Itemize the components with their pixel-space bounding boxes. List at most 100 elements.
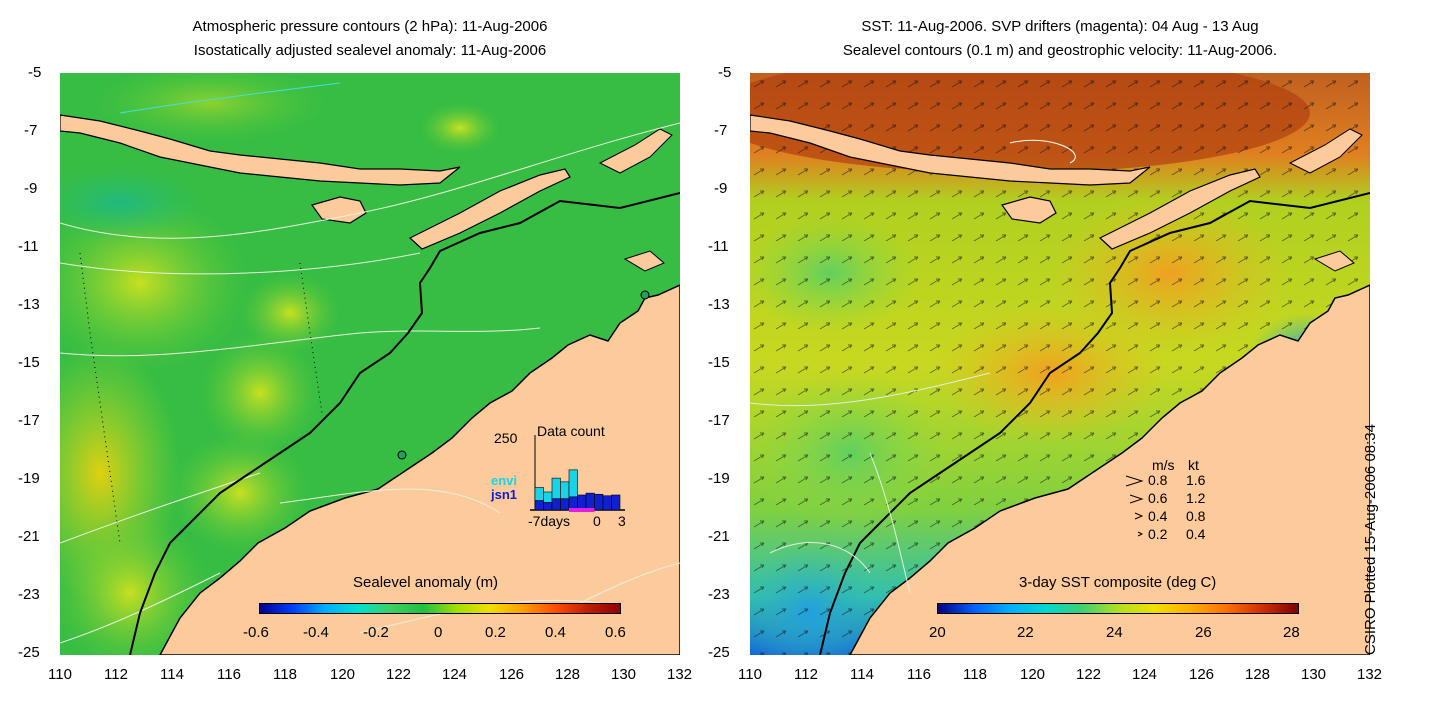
inset-xlabel-start: -7days: [528, 513, 571, 529]
inset-bar-envi: [534, 487, 544, 501]
y-tick: -25: [708, 644, 730, 661]
legend-ms: 0.4: [1148, 508, 1168, 524]
colorbar-tick: 22: [1017, 624, 1034, 641]
arrow-icon: [1125, 475, 1144, 487]
x-tick: 122: [1076, 666, 1102, 683]
y-tick: -19: [708, 470, 730, 487]
sst-colorbar-label: 3-day SST composite (deg C): [1019, 574, 1217, 591]
arrow-icon: [1129, 494, 1144, 504]
inset-bar-envi: [543, 491, 553, 503]
colorbar-tick: 26: [1195, 624, 1212, 641]
y-tick: -13: [18, 296, 40, 313]
x-tick: 114: [850, 666, 874, 683]
x-tick: 120: [1020, 666, 1046, 683]
colorbar-tick: -0.2: [363, 624, 389, 641]
y-tick: -23: [708, 586, 730, 603]
x-tick: 130: [611, 666, 637, 683]
x-tick: 124: [442, 666, 468, 683]
legend-ms: 0.8: [1148, 472, 1168, 488]
sealevel-colorbar: [259, 603, 621, 614]
y-tick: -11: [18, 238, 39, 255]
sealevel-colorbar-label: Sealevel anomaly (m): [353, 574, 499, 591]
inset-ymax-label: 250: [494, 430, 518, 446]
inset-bar-envi: [551, 477, 561, 500]
sealevel-map: [60, 73, 680, 655]
x-tick: 130: [1301, 666, 1327, 683]
right-title-line1: SST: 11-Aug-2006. SVP drifters (magenta)…: [861, 18, 1259, 35]
legend-kt: 0.8: [1186, 508, 1206, 524]
inset-bar-jsn1: [551, 498, 561, 511]
right-title-line2: Sealevel contours (0.1 m) and geostrophi…: [842, 42, 1278, 59]
left-title-line2: Isostatically adjusted sealevel anomaly:…: [193, 42, 547, 59]
inset-bar-jsn1: [577, 494, 587, 511]
colorbar-tick: -0.4: [303, 624, 329, 641]
y-tick: -21: [708, 528, 730, 545]
legend-kt: 0.4: [1186, 526, 1206, 542]
sst-colorbar: [937, 603, 1299, 614]
inset-bar-jsn1: [594, 493, 604, 511]
x-tick: 126: [1189, 666, 1215, 683]
australia-land-right: [849, 284, 1370, 655]
inset-xlabel-zero: 0: [593, 513, 601, 529]
y-tick: -19: [18, 470, 40, 487]
lesser-sunda-islands: [60, 114, 461, 186]
colorbar-tick: 0.4: [545, 624, 566, 641]
y-tick: -7: [714, 122, 728, 139]
y-tick: -17: [18, 412, 40, 429]
y-tick: -21: [18, 528, 40, 545]
x-tick: 126: [499, 666, 525, 683]
y-tick: -7: [24, 122, 38, 139]
y-tick: -9: [714, 180, 728, 197]
inset-bar-envi: [568, 469, 578, 498]
inset-title: Data count: [537, 423, 605, 439]
inset-drifter-marker: [569, 508, 595, 512]
timor-island: [408, 168, 571, 250]
colorbar-tick: 28: [1283, 624, 1300, 641]
colorbar-tick: 24: [1106, 624, 1123, 641]
inset-bar-jsn1: [611, 494, 621, 511]
x-tick: 116: [217, 666, 241, 683]
y-tick: -23: [18, 586, 40, 603]
x-tick: 120: [330, 666, 356, 683]
x-tick: 132: [1357, 666, 1383, 683]
inset-xlabel-end: 3: [618, 513, 626, 529]
x-tick: 118: [963, 666, 987, 683]
inset-bar-envi: [560, 481, 570, 500]
y-tick: -25: [18, 644, 40, 661]
x-tick: 116: [907, 666, 931, 683]
legend-header-kt: kt: [1188, 457, 1199, 473]
y-tick: -17: [708, 412, 730, 429]
x-tick: 122: [386, 666, 412, 683]
inset-bars: [530, 435, 625, 512]
y-tick: -15: [708, 354, 730, 371]
y-tick: -5: [28, 64, 42, 81]
x-tick: 114: [160, 666, 184, 683]
x-tick: 124: [1132, 666, 1158, 683]
inset-bar-jsn1: [585, 492, 595, 511]
x-tick: 132: [667, 666, 693, 683]
colorbar-tick: 0.6: [605, 624, 626, 641]
y-tick: -15: [18, 354, 40, 371]
y-tick: -9: [24, 180, 38, 197]
inset-bar-jsn1: [602, 495, 612, 511]
legend-kt: 1.6: [1186, 472, 1206, 488]
inset-bar-jsn1: [560, 498, 570, 511]
inset-legend-envi: envi: [491, 473, 518, 488]
y-tick: -13: [708, 296, 730, 313]
x-tick: 128: [1245, 666, 1271, 683]
colorbar-tick: 0: [434, 624, 443, 641]
inset-legend-jsn1: jsn1: [491, 487, 518, 502]
colorbar-tick: -0.6: [243, 624, 269, 641]
x-tick: 110: [738, 666, 762, 683]
colorbar-tick: 0.2: [485, 624, 506, 641]
plot-credit: CSIRO Plotted 15-Aug-2006 08:34: [1362, 424, 1379, 655]
legend-ms: 0.6: [1148, 490, 1168, 506]
sst-map: [750, 73, 1370, 655]
y-tick: -11: [708, 238, 729, 255]
x-tick: 110: [48, 666, 72, 683]
inset-bar-jsn1: [534, 500, 544, 511]
legend-kt: 1.2: [1186, 490, 1206, 506]
australia-land-left: [159, 284, 680, 655]
x-tick: 112: [104, 666, 128, 683]
legend-header-ms: m/s: [1152, 457, 1175, 473]
